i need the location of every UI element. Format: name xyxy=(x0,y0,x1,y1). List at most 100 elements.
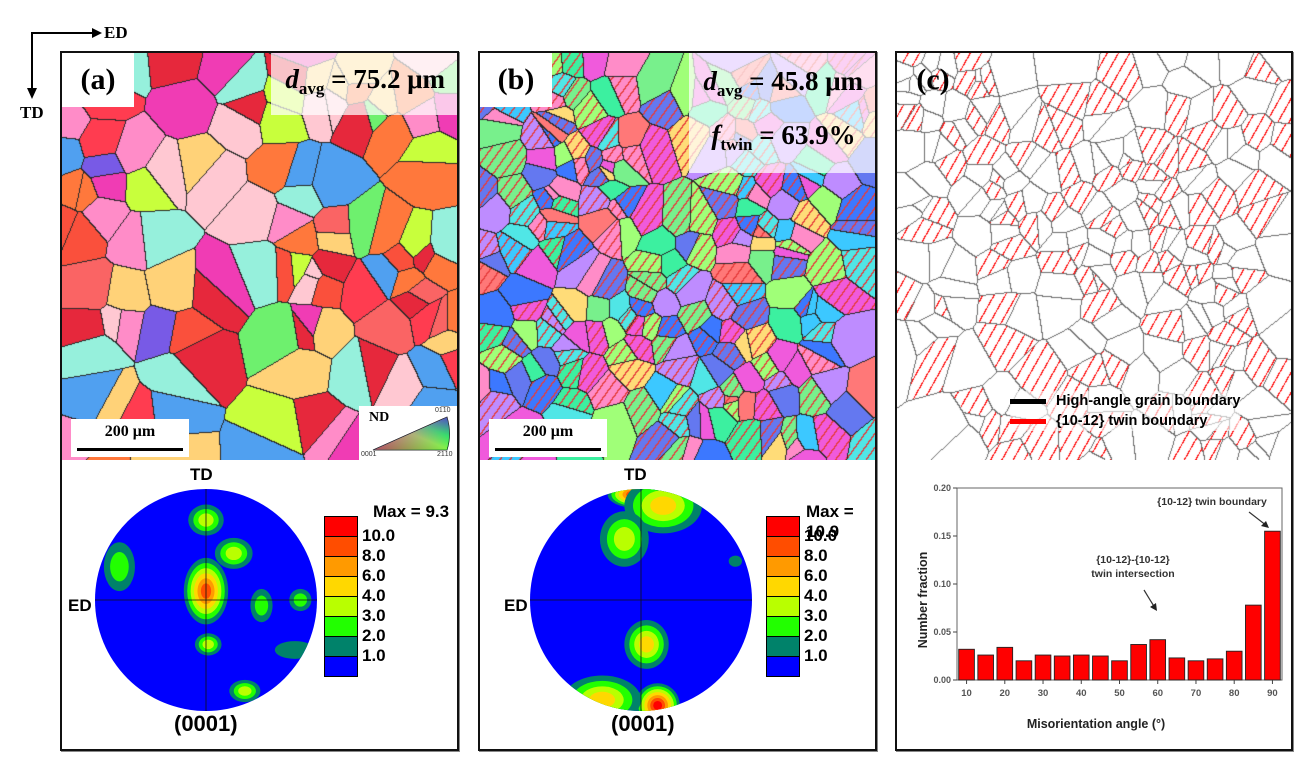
ipf-map-a: (a) davg = 75.2 μm 200 μm ND xyxy=(62,53,457,460)
y-tick-label: 0.15 xyxy=(933,531,951,541)
histogram-bar xyxy=(1015,660,1033,681)
ipf-map-b: (b) davg = 45.8 μm ftwin = 63.9% 200 μm xyxy=(480,53,875,460)
colorbar-segment xyxy=(325,537,357,557)
histogram-bar xyxy=(996,646,1014,681)
legend-swatch-red xyxy=(1010,418,1046,424)
annotation-arrowhead xyxy=(1261,521,1269,528)
panel-b: (b) davg = 45.8 μm ftwin = 63.9% 200 μm … xyxy=(478,51,877,751)
colorbar-segment xyxy=(325,637,357,657)
histogram-svg: 10 20 30 40 50 60 70 80 90 0.00 0.05 0.10 0.15 0.20 M… xyxy=(916,483,1283,731)
scale-bar-label: 200 μm xyxy=(522,423,574,440)
pf-contour-level xyxy=(238,686,252,696)
pf-contour-level xyxy=(589,691,616,709)
colorbar-segment xyxy=(767,557,799,577)
x-tick-label: 80 xyxy=(1229,688,1240,699)
pf-ed-label: ED xyxy=(504,596,528,615)
legend-item-twin: {10-12} twin boundary xyxy=(1010,411,1240,431)
colorbar-segment xyxy=(325,517,357,537)
misorientation-histogram: 10 20 30 40 50 60 70 80 90 0.00 0.05 0.10 0.15 0.20 M… xyxy=(897,460,1291,750)
colorbar-level-label: 4.0 xyxy=(362,586,386,605)
grain-map-image xyxy=(62,53,457,460)
colorbar-level-label: 10.0 xyxy=(804,526,838,545)
colorbar-segment xyxy=(325,657,357,676)
scale-bar: 200 μm xyxy=(71,419,189,457)
y-tick-label: 0.10 xyxy=(933,579,951,589)
histogram-bar xyxy=(1034,654,1052,681)
x-tick-label: 50 xyxy=(1114,688,1125,699)
ed-axis-label: ED xyxy=(104,23,128,42)
y-tick-label: 0.05 xyxy=(933,627,951,637)
colorbar-level-label: 1.0 xyxy=(362,646,386,665)
orientation-arrows-icon xyxy=(27,28,102,99)
colorbar-level-label: 1.0 xyxy=(804,646,828,665)
pf-max-label: Max = 9.3 xyxy=(373,502,450,521)
histogram-bar xyxy=(1206,658,1224,681)
panel-a: (a) davg = 75.2 μm 200 μm ND xyxy=(60,51,459,751)
x-tick-label: 60 xyxy=(1152,688,1163,699)
colorbar-level-label: 3.0 xyxy=(804,606,828,625)
histogram-bar xyxy=(1187,660,1205,681)
panel-tag: (b) xyxy=(480,53,552,107)
stat-davg: davg = 75.2 μm xyxy=(285,64,445,98)
legend-swatch-black xyxy=(1010,398,1046,404)
histogram-bar xyxy=(1149,639,1167,681)
ipf-corner-0001: 0001 xyxy=(361,451,377,458)
colorbar-level-label: 8.0 xyxy=(362,546,386,565)
histogram-bar xyxy=(977,654,994,681)
boundary-map-c: (c) High-angle grain boundary {10-12} tw… xyxy=(897,53,1291,460)
pf-colorbar xyxy=(324,516,358,677)
histogram-bar xyxy=(1130,644,1147,681)
pf-contour-level xyxy=(110,552,129,582)
x-tick-label: 20 xyxy=(1000,688,1011,699)
annotation-twin-boundary: {10-12} twin boundary xyxy=(1157,496,1267,508)
ipf-color-key: ND 0001 01̅1̅0 xyxy=(359,406,457,460)
pf-contour-level xyxy=(254,595,269,616)
pf-plane-label: (0001) xyxy=(174,711,238,736)
pf-colorbar xyxy=(766,516,800,677)
annotation-twin-intersection: twin intersection xyxy=(1091,568,1174,580)
y-axis-label: Number fraction xyxy=(916,552,930,649)
pf-contour-level xyxy=(613,527,635,551)
colorbar-segment xyxy=(767,657,799,676)
colorbar-segment xyxy=(325,557,357,577)
stat-davg: davg = 45.8 μm xyxy=(703,66,863,100)
grain-stats-box: davg = 45.8 μm ftwin = 63.9% xyxy=(689,53,875,173)
pole-figure-plot xyxy=(95,489,317,711)
pf-contour-level xyxy=(225,546,242,561)
pole-figure-b: TD ED (0001) Max = 10.9 10.0 8.0 6.0 4.0 3.0… xyxy=(480,460,875,750)
colorbar-level-label: 6.0 xyxy=(362,566,386,585)
pf-contour-level xyxy=(274,641,315,659)
pf-max-label: Max = 10.9 xyxy=(806,502,854,541)
scale-bar-label: 200 μm xyxy=(104,423,156,440)
ipf-triangle-icon xyxy=(372,416,450,451)
colorbar-segment xyxy=(767,577,799,597)
pf-contour-level xyxy=(728,555,743,567)
grain-size-box: davg = 75.2 μm xyxy=(271,53,457,115)
colorbar-level-label: 3.0 xyxy=(362,606,386,625)
panel-tag: (a) xyxy=(62,53,134,107)
pf-contour-level xyxy=(639,636,654,653)
colorbar-segment xyxy=(325,617,357,637)
annotation-arrowhead xyxy=(1150,603,1157,611)
annotation-twin-intersection: {10-12}-{10-12} xyxy=(1096,554,1170,566)
x-axis-label: Misorientation angle (°) xyxy=(1027,717,1165,731)
boundary-legend: High-angle grain boundary {10-12} twin b… xyxy=(1010,391,1241,431)
pf-td-label: TD xyxy=(624,465,647,484)
colorbar-segment xyxy=(767,517,799,537)
colorbar-segment xyxy=(325,597,357,617)
colorbar-level-label: 2.0 xyxy=(362,626,386,645)
pf-contour-level xyxy=(653,701,663,710)
x-tick-label: 30 xyxy=(1038,688,1049,699)
histogram-bar xyxy=(1168,657,1186,681)
ipf-corner-01-10: 01̅1̅0 xyxy=(435,407,451,414)
pf-plane-label: (0001) xyxy=(611,711,675,736)
histogram-bar xyxy=(958,648,975,681)
scale-bar: 200 μm xyxy=(489,419,607,457)
pole-figure-a: TD ED (0001) Max = 9.3 10.0 8.0 6.0 4.0 3.0 2… xyxy=(62,460,457,750)
pole-figure-plot xyxy=(530,489,752,711)
histogram-bar xyxy=(1264,530,1281,681)
colorbar-level-label: 6.0 xyxy=(804,566,828,585)
colorbar-level-label: 8.0 xyxy=(804,546,828,565)
colorbar-level-label: 4.0 xyxy=(804,586,828,605)
legend-item-hagb: High-angle grain boundary xyxy=(1010,391,1240,411)
